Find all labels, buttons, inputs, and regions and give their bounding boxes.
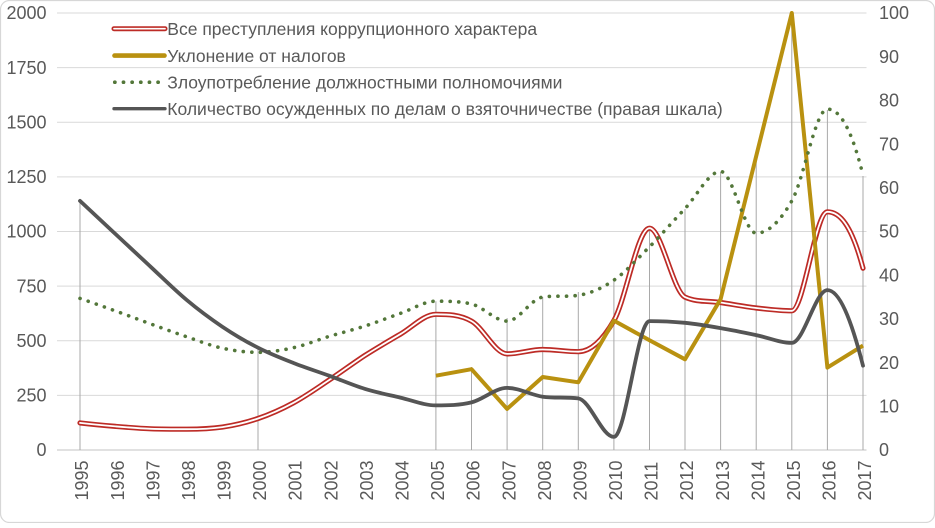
svg-text:1997: 1997 — [143, 460, 163, 500]
svg-text:Все преступления коррупционног: Все преступления коррупционного характер… — [167, 19, 537, 39]
svg-text:Уклонение от налогов: Уклонение от налогов — [167, 46, 346, 66]
svg-text:2006: 2006 — [464, 460, 484, 500]
svg-text:750: 750 — [16, 276, 46, 296]
svg-text:Злоупотребление должностными п: Злоупотребление должностными полномочиям… — [167, 72, 562, 92]
svg-text:0: 0 — [879, 440, 889, 460]
svg-text:500: 500 — [16, 331, 46, 351]
svg-text:2000: 2000 — [250, 460, 270, 500]
svg-text:2002: 2002 — [321, 460, 341, 500]
svg-text:Количество осужденных по делам: Количество осужденных по делам о взяточн… — [167, 99, 722, 119]
svg-text:2009: 2009 — [571, 460, 591, 500]
svg-text:40: 40 — [879, 265, 899, 285]
svg-text:2001: 2001 — [286, 460, 306, 500]
svg-text:20: 20 — [879, 353, 899, 373]
svg-text:1500: 1500 — [6, 112, 46, 132]
svg-text:1250: 1250 — [6, 167, 46, 187]
svg-text:2008: 2008 — [535, 460, 555, 500]
svg-text:1999: 1999 — [215, 460, 235, 500]
svg-text:0: 0 — [36, 440, 46, 460]
svg-text:70: 70 — [879, 134, 899, 154]
svg-text:2003: 2003 — [357, 460, 377, 500]
svg-text:2011: 2011 — [642, 462, 662, 501]
svg-text:1750: 1750 — [6, 58, 46, 78]
svg-text:2000: 2000 — [6, 3, 46, 23]
svg-text:2012: 2012 — [677, 460, 697, 500]
svg-text:2014: 2014 — [748, 460, 768, 500]
svg-text:2004: 2004 — [393, 460, 413, 500]
svg-text:80: 80 — [879, 91, 899, 111]
svg-text:60: 60 — [879, 178, 899, 198]
svg-text:50: 50 — [879, 222, 899, 242]
svg-text:2013: 2013 — [713, 460, 733, 500]
svg-text:10: 10 — [879, 397, 899, 417]
svg-text:100: 100 — [879, 3, 909, 23]
svg-text:2010: 2010 — [606, 460, 626, 500]
svg-text:90: 90 — [879, 47, 899, 67]
svg-text:2017: 2017 — [855, 460, 875, 500]
svg-text:2005: 2005 — [428, 460, 448, 500]
svg-text:2015: 2015 — [784, 460, 804, 500]
svg-text:1998: 1998 — [179, 460, 199, 500]
svg-text:2016: 2016 — [820, 460, 840, 500]
svg-text:1000: 1000 — [6, 222, 46, 242]
svg-text:30: 30 — [879, 309, 899, 329]
svg-text:1996: 1996 — [108, 460, 128, 500]
svg-text:250: 250 — [16, 386, 46, 406]
svg-text:2007: 2007 — [499, 460, 519, 500]
svg-text:1995: 1995 — [72, 460, 92, 500]
